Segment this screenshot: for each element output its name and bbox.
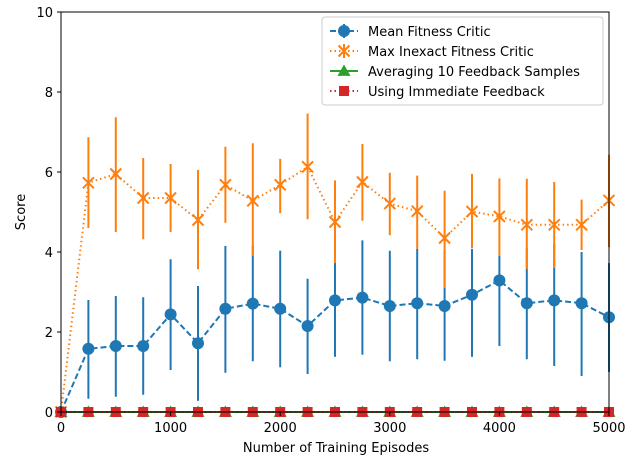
series-1-point-6 <box>219 302 232 315</box>
series-2-point-9-stroke-2 <box>301 160 314 174</box>
series-2-point-7 <box>246 194 260 208</box>
y-tick-label-0: 0 <box>45 406 53 421</box>
legend-marker-2-stroke-2 <box>337 44 351 58</box>
series-1-point-10 <box>329 294 341 307</box>
series-2-point-16 <box>493 210 506 223</box>
x-tick-label-2: 2000 <box>264 421 297 436</box>
legend-marker-3 <box>337 64 351 76</box>
series-2-point-10 <box>328 215 342 229</box>
series-1-point-17 <box>520 297 533 310</box>
series-2-point-9 <box>301 160 314 174</box>
y-tick-label-2: 4 <box>45 246 53 261</box>
legend-label-3: Averaging 10 Feedback Samples <box>368 65 580 80</box>
series-2-point-7-stroke-2 <box>246 194 260 208</box>
x-tick-label-4: 4000 <box>483 421 516 436</box>
series-2-point-4 <box>164 191 177 205</box>
x-axis-label: Number of Training Episodes <box>243 441 429 456</box>
series-2-point-14-stroke-2 <box>438 231 451 245</box>
series-2-point-2 <box>109 167 123 181</box>
series-1-point-9 <box>301 320 314 332</box>
series-1-point-13 <box>411 297 424 310</box>
series-2-point-1-stroke-2 <box>82 176 95 190</box>
series-2-point-10-stroke-2 <box>328 215 342 229</box>
series-1-point-11 <box>356 291 369 304</box>
legend-label-2: Max Inexact Fitness Critic <box>368 45 534 60</box>
series-2-point-13-stroke-2 <box>410 204 424 218</box>
y-tick-label-5: 10 <box>36 6 53 21</box>
series-1-point-12 <box>383 300 396 312</box>
y-axis-label: Score <box>14 194 29 230</box>
series-2-point-19-stroke-2 <box>575 218 588 232</box>
series-2-point-13 <box>410 204 424 218</box>
series-2-point-11-stroke-2 <box>356 175 369 189</box>
plot-area <box>54 113 616 419</box>
series-1-point-1 <box>82 342 95 355</box>
series-2-point-2-stroke-2 <box>109 167 123 181</box>
series-2-point-5-stroke-2 <box>191 213 205 227</box>
series-2-point-6 <box>219 178 232 192</box>
series-2-point-11 <box>356 175 369 189</box>
series-2 <box>54 113 616 419</box>
series-1-point-18 <box>548 294 561 307</box>
series-1-point-3 <box>137 340 150 352</box>
y-tick-label-1: 2 <box>45 326 53 341</box>
series-2-point-3 <box>136 191 150 205</box>
series-2-point-12-stroke-2 <box>383 197 397 210</box>
series-2-point-6-stroke-2 <box>219 178 232 192</box>
legend-label-4: Using Immediate Feedback <box>368 85 545 100</box>
series-2-point-18-stroke-2 <box>547 218 561 232</box>
plot-frame <box>60 11 610 413</box>
series-1-point-7 <box>246 297 259 310</box>
x-tick-label-1: 1000 <box>154 421 187 436</box>
legend: Mean Fitness Critic Max Inexact Fitness C… <box>321 16 604 106</box>
legend-marker-4 <box>339 86 349 96</box>
series-2-point-8-stroke-2 <box>273 178 287 192</box>
series-2-point-5 <box>191 213 205 227</box>
legend-entry-1: Mean Fitness Critic <box>330 24 491 40</box>
series-2-point-14 <box>438 231 451 245</box>
series-1 <box>55 240 615 418</box>
legend-marker-2 <box>337 44 351 58</box>
y-tick-label-3: 6 <box>45 166 53 181</box>
series-1-line <box>60 279 610 413</box>
y-tick-label-4: 8 <box>45 86 53 101</box>
series-2-point-15-stroke-2 <box>465 205 479 218</box>
series-1-point-8 <box>274 302 287 315</box>
series-1-point-15 <box>466 288 478 301</box>
series-2-point-17 <box>520 218 534 232</box>
series-2-point-15 <box>465 205 479 218</box>
axes: 0 1000 2000 3000 4000 5000 0 2 4 6 8 10 <box>36 6 625 436</box>
series-1-point-19 <box>575 297 588 310</box>
series-2-point-4-stroke-2 <box>164 191 177 205</box>
legend-label-1: Mean Fitness Critic <box>368 25 491 40</box>
x-tick-label-0: 0 <box>57 421 65 436</box>
series-1-point-4 <box>164 308 177 321</box>
series-1-point-16 <box>493 274 506 287</box>
series-2-point-17-stroke-2 <box>520 218 534 232</box>
series-2-point-3-stroke-2 <box>136 191 150 205</box>
series-2-point-16-stroke-2 <box>493 210 506 223</box>
legend-entry-2: Max Inexact Fitness Critic <box>330 44 534 60</box>
legend-marker-1 <box>338 25 350 37</box>
series-1-point-5 <box>192 337 204 350</box>
legend-entry-4: Using Immediate Feedback <box>330 85 545 100</box>
series-2-point-12 <box>383 197 397 210</box>
x-tick-label-3: 3000 <box>373 421 406 436</box>
series-1-point-2 <box>109 340 122 352</box>
series-2-point-1 <box>82 176 95 190</box>
series-1-point-14 <box>438 300 451 312</box>
x-tick-label-5: 5000 <box>592 421 625 436</box>
legend-box <box>321 16 604 106</box>
series-2-point-8 <box>273 178 287 192</box>
series-2-point-19 <box>575 218 588 232</box>
series-2-point-18 <box>547 218 561 232</box>
legend-entry-3: Averaging 10 Feedback Samples <box>330 64 580 80</box>
